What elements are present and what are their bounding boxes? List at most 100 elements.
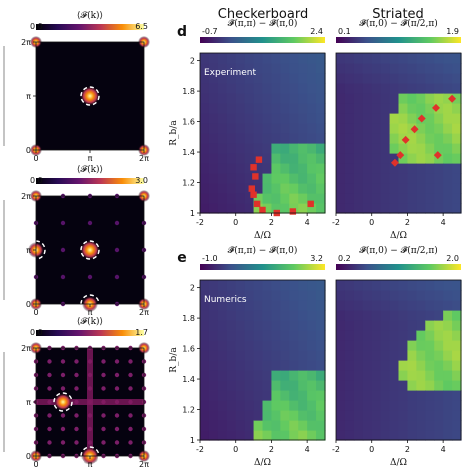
- heatmap-cell: [416, 340, 426, 351]
- lattice-point: [47, 440, 52, 445]
- panel-title: 𝓕̃(π,π) − 𝓕̃(π,0): [228, 18, 298, 29]
- heatmap-cell: [262, 143, 273, 154]
- x-tick-label: 4: [305, 218, 310, 227]
- heatmap-cell: [452, 163, 462, 174]
- heatmap-cell: [371, 123, 382, 134]
- heatmap-cell: [336, 410, 346, 421]
- heatmap-cell: [380, 63, 391, 74]
- heatmap-cell: [380, 193, 391, 204]
- lattice-point: [101, 413, 106, 418]
- heatmap-cell: [217, 410, 228, 421]
- heatmap-cell: [226, 73, 237, 84]
- heatmap-cell: [271, 360, 281, 371]
- heatmap-cell: [434, 340, 444, 351]
- heatmap-cell: [434, 300, 444, 311]
- x-tick-label: 0: [369, 218, 374, 227]
- x-tick-label: -2: [332, 218, 340, 227]
- heatmap-cell: [208, 290, 219, 301]
- heatmap-cell: [307, 53, 317, 64]
- lattice-point: [101, 426, 106, 432]
- x-axis-label: Δ/Ω: [254, 231, 271, 241]
- phase-panel-e-striated: 𝓕̃(π,0) − 𝓕̃(π/2,π) 0.2 2.0 -2 0 2 4 Δ/Ω: [332, 245, 462, 468]
- heatmap-cell: [407, 420, 417, 431]
- heatmap-cell: [344, 123, 355, 134]
- heatmap-cell: [208, 390, 219, 401]
- heatmap-cell: [217, 360, 228, 371]
- lattice-point: [60, 247, 66, 253]
- heatmap-cell: [362, 73, 373, 84]
- heatmap-cell: [389, 193, 400, 204]
- heatmap-cell: [253, 183, 264, 194]
- heatmap-cell: [452, 300, 462, 311]
- y-tick-label: 2: [190, 57, 195, 66]
- heatmap-cell: [253, 73, 264, 84]
- heatmap-cell: [398, 420, 409, 431]
- heatmap-cell: [307, 103, 317, 114]
- heatmap-cell: [226, 173, 237, 184]
- heatmap-cell: [316, 113, 326, 124]
- heatmap-cell: [344, 113, 355, 124]
- heatmap-cell: [380, 370, 391, 381]
- lattice-point: [47, 359, 52, 364]
- heatmap-cell: [280, 340, 290, 351]
- heatmap-cell: [336, 73, 346, 84]
- heatmap-cell: [452, 193, 462, 204]
- colorbar-min: 0.0: [30, 176, 43, 185]
- heatmap-cell: [226, 420, 237, 431]
- heatmap-cell: [389, 173, 400, 184]
- heatmap-cell: [253, 310, 264, 321]
- heatmap-cell: [298, 400, 308, 411]
- heatmap-cell: [235, 390, 246, 401]
- heatmap-cell: [434, 410, 444, 421]
- heatmap-cell: [271, 153, 281, 164]
- heatmap-cell: [344, 133, 355, 144]
- y-tick-label: 1: [190, 436, 195, 445]
- stripe-horizontal: [36, 399, 144, 405]
- heatmap-cell: [380, 103, 391, 114]
- heatmap-cell: [434, 320, 444, 331]
- heatmap-cell: [208, 173, 219, 184]
- heatmap-cell: [416, 400, 426, 411]
- heatmap-cell: [280, 420, 290, 431]
- x-tick-label: 2: [405, 218, 410, 227]
- heatmap-cell: [336, 173, 346, 184]
- heatmap-cell: [443, 340, 453, 351]
- heatmap-cell: [434, 370, 444, 381]
- heatmap-cell: [416, 53, 426, 64]
- heatmap-cell: [253, 63, 264, 74]
- heatmap-cell: [316, 83, 326, 94]
- heatmap-cell: [262, 350, 273, 361]
- heatmap-cell: [208, 183, 219, 194]
- heatmap-cell: [425, 320, 435, 331]
- heatmap-cell: [416, 123, 426, 134]
- heatmap-cell: [208, 143, 219, 154]
- heatmap-cell: [289, 113, 299, 124]
- data-marker: [401, 135, 410, 144]
- heatmap-cell: [262, 310, 273, 321]
- heatmap-cell: [217, 93, 228, 104]
- heatmap-cell: [434, 143, 444, 154]
- heatmap-cell: [353, 193, 364, 204]
- bragg-peak: [80, 239, 101, 260]
- heatmap-cell: [235, 63, 246, 74]
- heatmap-cell: [316, 133, 326, 144]
- heatmap-cell: [208, 370, 219, 381]
- heatmap-cell: [416, 390, 426, 401]
- colorbar-min: 0.0: [30, 328, 43, 337]
- heatmap-cell: [398, 320, 409, 331]
- heatmap-cell: [398, 53, 409, 64]
- heatmap-cell: [298, 370, 308, 381]
- heatmap-cell: [262, 370, 273, 381]
- heatmap-cell: [434, 173, 444, 184]
- heatmap-cell: [434, 330, 444, 341]
- plot-frame: [35, 195, 145, 305]
- heatmap-cell: [226, 360, 237, 371]
- heatmap-cell: [443, 113, 453, 124]
- heatmap-cell: [262, 290, 273, 301]
- heatmap-cell: [262, 93, 273, 104]
- heatmap-cell: [298, 143, 308, 154]
- heatmap-cell: [307, 153, 317, 164]
- colorbar-max: 1.9: [446, 27, 459, 36]
- data-marker: [396, 151, 405, 160]
